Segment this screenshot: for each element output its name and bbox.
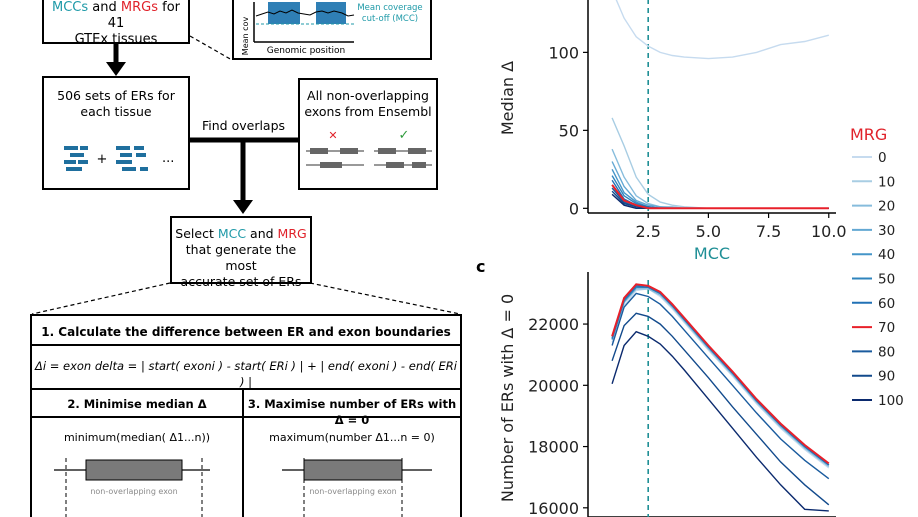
select-line3: accurate set of ERs [180,274,302,289]
legend-label-30: 30 [878,223,895,239]
x-tick-label: 2.5 [635,222,660,241]
er-ellipsis: ... [162,151,174,166]
y-tick-label: 50 [559,121,579,140]
legend-label-60: 60 [878,296,895,312]
legend-label-10: 10 [878,174,895,190]
y-tick-label: 18000 [528,438,579,457]
er-glyphs: + ... [64,146,174,171]
inset-y-label: Mean cov [241,17,250,56]
exon-box-line2: exons from Ensembl [304,104,432,119]
exon-label-left: non-overlapping exon [90,487,177,496]
x-tick-label: 5.0 [696,222,721,241]
and-text: and [88,0,121,15]
legend-label-40: 40 [878,247,895,263]
median-delta-chart: 0 50 100 2.5 5.0 7.5 10.0 MCC Median Δ [498,0,847,263]
legend-label-100: 100 [878,393,904,409]
x-tick-label: 7.5 [756,222,781,241]
step2-title: 2. Minimise median Δ [67,397,207,411]
er-sets-box: 506 sets of ERs for each tissue + ... [42,76,190,190]
series-line-mrg-90 [611,312,830,506]
er-box-line2: each tissue [80,104,152,119]
series-line-mrg-20 [611,148,829,210]
y-tick-label: 100 [548,43,579,62]
x-axis-label: MCC [694,244,730,263]
er-plus: + [97,152,108,167]
mrg-legend: MRG 0 10 20 30 40 50 60 70 80 90 100 [850,125,904,409]
minimum-text: minimum(median( Δ1...n)) [63,431,211,444]
er-box-line1: 506 sets of ERs for [57,88,175,103]
select-mcc-mrg-box: Select MCC and MRG that generate the mos… [170,216,312,289]
series-line-mrg-20 [611,288,830,468]
legend-label-0: 0 [878,150,887,166]
exon-glyphs: ✕ ✓ [306,128,432,168]
legend-label-90: 90 [878,369,895,385]
exon-boundary-diagrams: non-overlapping exon non-overlapping exo… [54,458,432,517]
check-icon: ✓ [399,128,410,143]
steps-box: 1. Calculate the difference between ER a… [30,314,462,517]
exon-rect-right [303,459,403,481]
find-overlaps-label: Find overlaps [202,118,286,133]
coverage-inset: Mean cov Mean coverage cut-off (MCC) Gen… [232,0,432,60]
series-line-mrg-0 [615,0,829,60]
mcc-term: MCCs [51,0,89,15]
y-tick-label: 20000 [528,376,579,395]
y-axis-label: Number of ERs with Δ = 0 [498,294,517,502]
select-mrg: MRG [277,226,307,241]
select-mcc: MCC [217,226,247,241]
legend-title: MRG [850,125,887,144]
series-line-mrg-10 [611,117,829,210]
y-axis-label: Median Δ [498,61,517,135]
delta-formula: Δi = exon delta = | start( exoni ) - sta… [35,359,457,389]
mcc-mrg-box: MCCs and MRGs for 41 GTEx tissues [42,0,190,47]
panel-label-c: c [476,257,485,276]
series-line-mrg-0 [611,288,830,469]
maximum-text: maximum(number Δ1...n = 0) [269,431,435,444]
exon-box-line1: All non-overlapping [307,88,429,103]
coverage-block-1 [268,2,300,24]
inset-mcc-label-2: cut-off (MCC) [362,14,418,24]
inset-x-label: Genomic position [267,46,345,56]
cross-icon: ✕ [328,129,337,142]
legend-label-80: 80 [878,344,895,360]
y-tick-label: 0 [569,199,579,218]
series-line-mrg-70 [611,184,829,210]
legend-label-70: 70 [878,320,895,336]
series-line-mrg-80 [611,292,830,480]
top-box-line2: GTEx tissues [74,32,158,47]
y-tick-label: 16000 [528,499,579,517]
ers-delta-zero-chart: 16000 18000 20000 22000 Number of ERs with Δ… [498,272,836,517]
coverage-block-2 [316,2,346,24]
select-prefix: Select [175,226,218,241]
coverage-inset-plot: Mean cov Mean coverage cut-off (MCC) Gen… [241,2,423,56]
select-and: and [246,226,278,241]
series-line-mrg-100 [611,330,829,512]
legend-label-20: 20 [878,199,895,215]
y-tick-label: 22000 [528,315,579,334]
top-box-suffix: for 41 [107,0,180,31]
exons-box: All non-overlapping exons from Ensembl ✕… [298,78,438,190]
legend-label-50: 50 [878,272,895,288]
flow-connectors [31,35,461,315]
x-tick-label: 10.0 [811,222,847,241]
mrg-term: MRGs [120,0,158,15]
exon-label-right: non-overlapping exon [309,487,396,496]
series-line-mrg-70 [611,283,830,465]
step1-title: 1. Calculate the difference between ER a… [41,325,451,339]
select-line2: that generate the most [185,242,297,273]
exon-rect-left [85,459,183,481]
inset-mcc-label-1: Mean coverage [357,3,422,13]
